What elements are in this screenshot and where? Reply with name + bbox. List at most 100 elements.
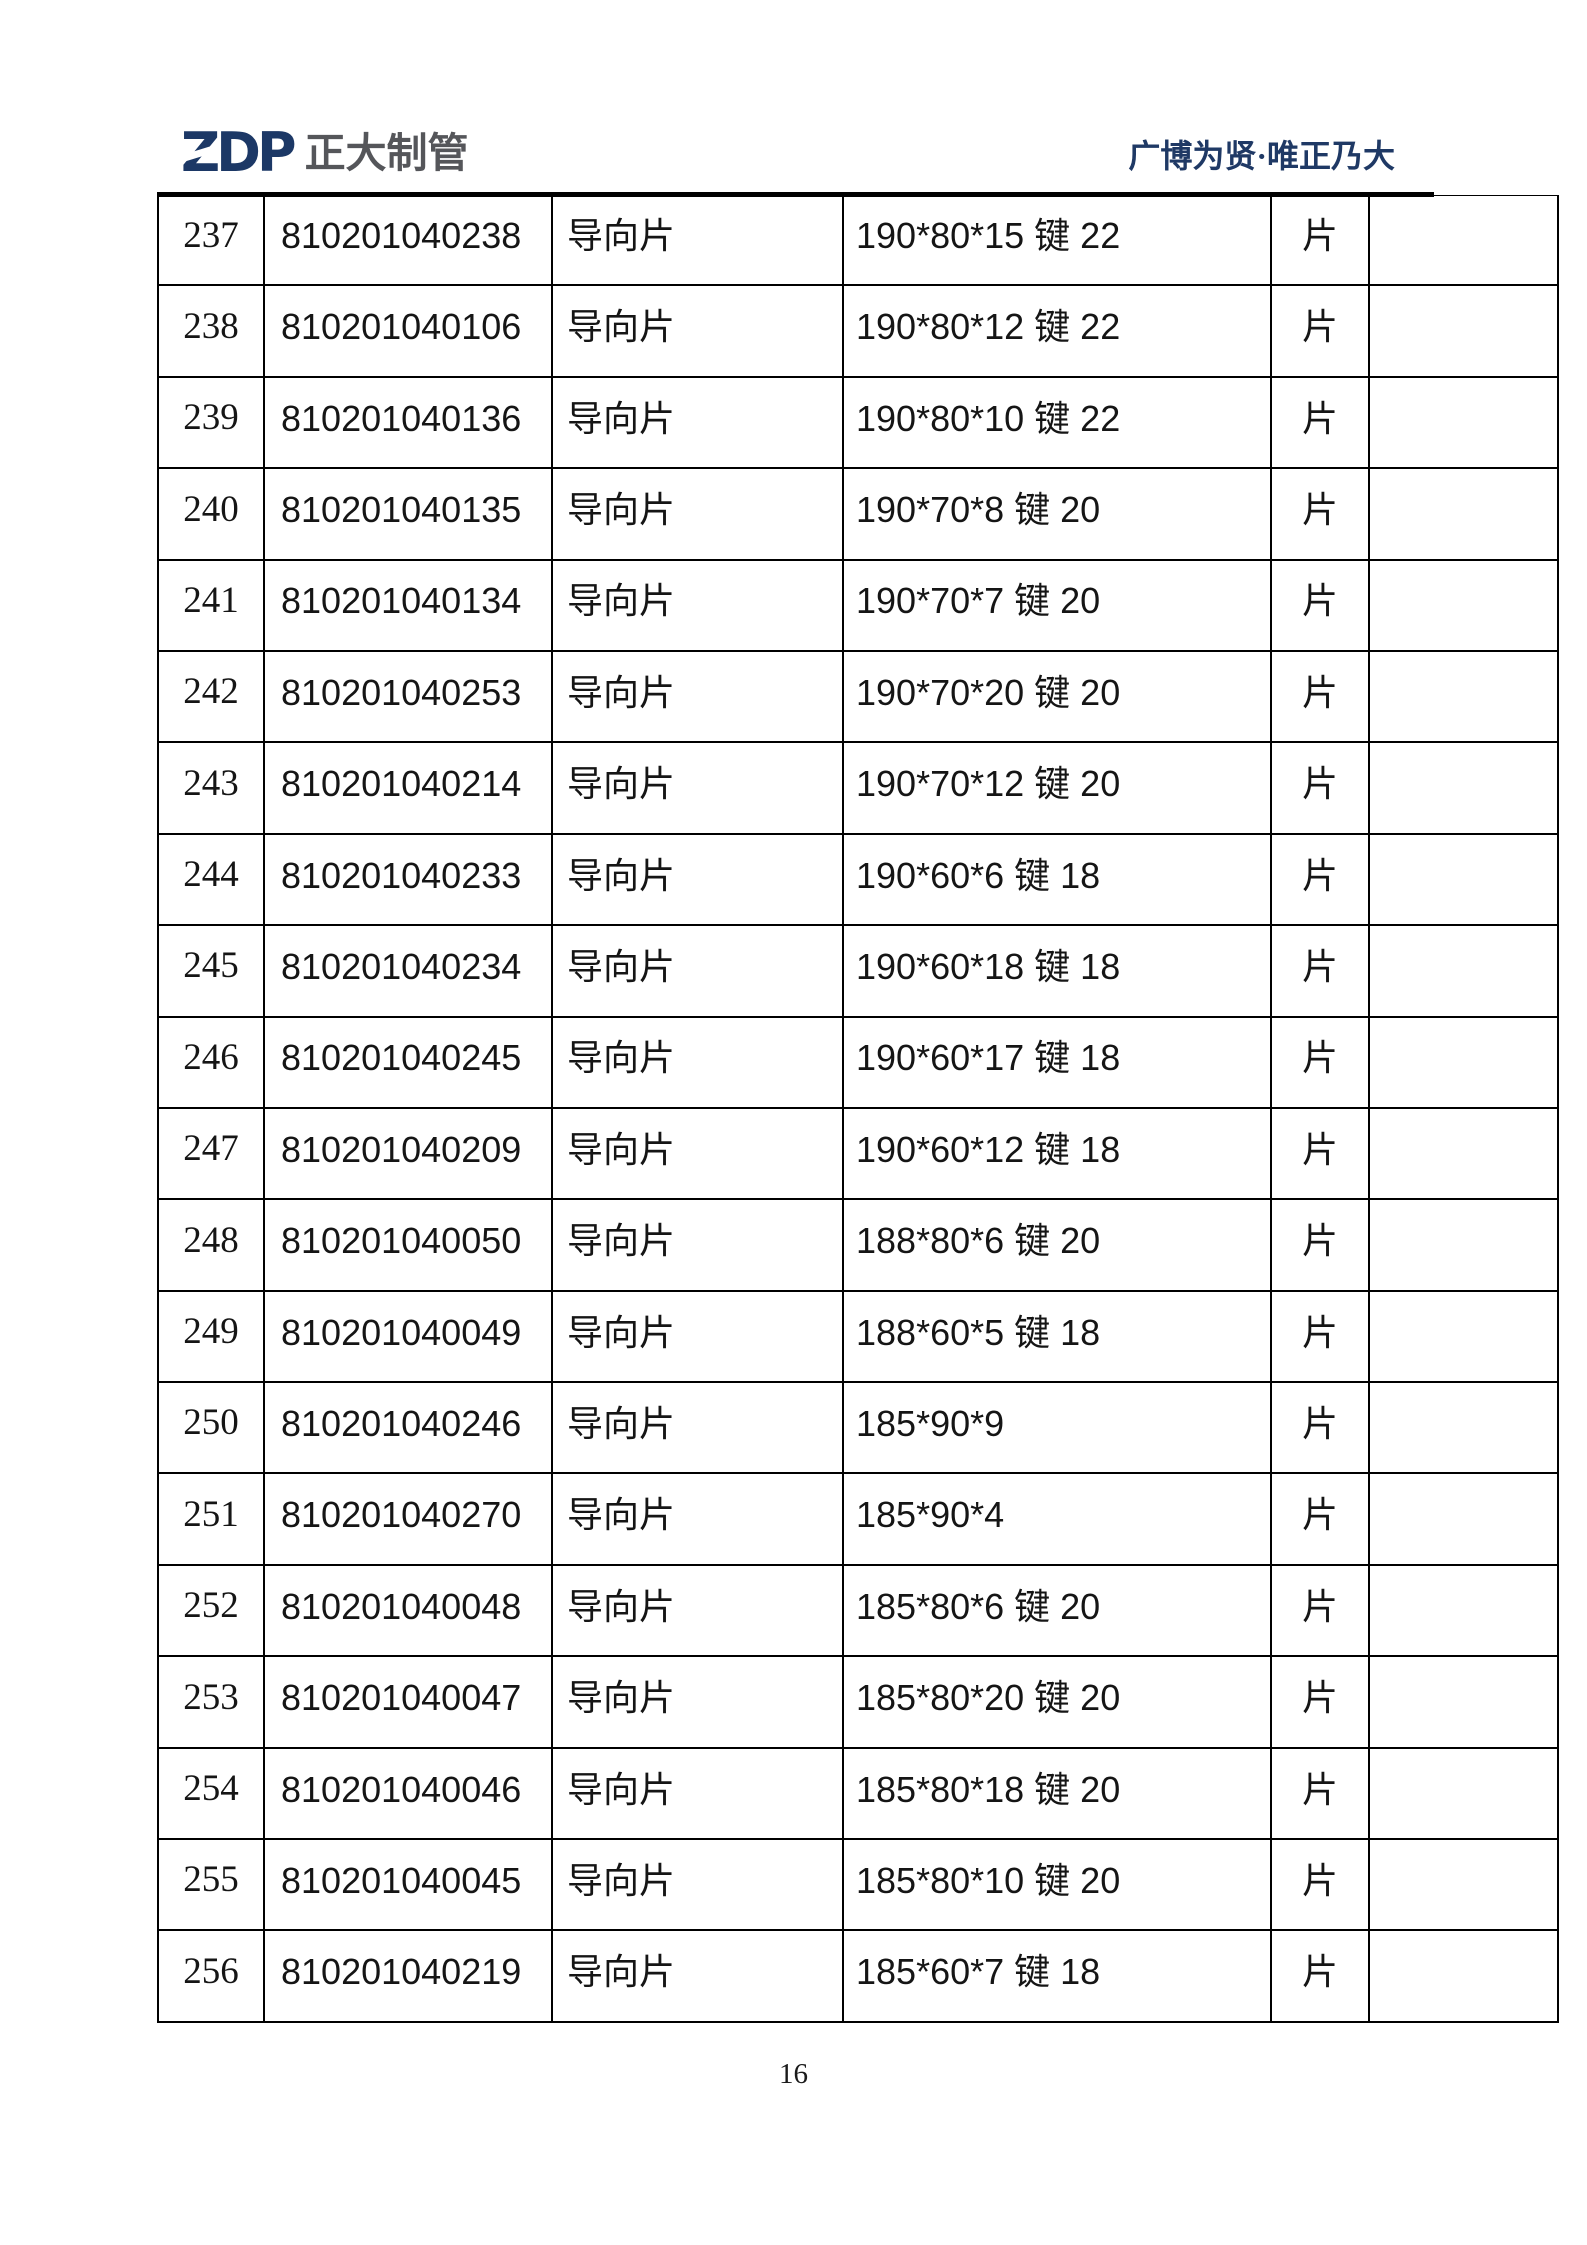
row-number-cell: 241: [159, 560, 265, 652]
product-code-cell: 810201040270: [265, 1474, 553, 1566]
logo-company-name: 正大制管: [304, 129, 469, 176]
row-number-cell: 253: [159, 1657, 265, 1749]
product-unit-cell: 片: [1272, 1748, 1370, 1841]
product-code-cell: 810201040135: [265, 469, 553, 561]
product-unit-cell: 片: [1272, 1383, 1370, 1475]
product-note-cell: [1370, 1291, 1559, 1384]
product-name-cell: 导向片: [553, 1291, 844, 1384]
product-unit-cell: 片: [1272, 377, 1370, 470]
product-code-cell: 810201040246: [265, 1383, 553, 1475]
row-number-cell: 242: [159, 651, 265, 744]
product-note-cell: [1370, 1748, 1559, 1841]
row-number-cell: 250: [159, 1383, 265, 1475]
product-note-cell: [1370, 1474, 1559, 1566]
product-code-cell: 810201040214: [265, 743, 553, 835]
product-spec-cell: 188*60*5 键 18: [844, 1291, 1272, 1384]
product-spec-cell: 185*80*18 键 20: [844, 1748, 1272, 1841]
product-note-cell: [1370, 195, 1559, 287]
product-name-cell: 导向片: [553, 1748, 844, 1841]
product-unit-cell: 片: [1272, 195, 1370, 287]
row-number-cell: 247: [159, 1108, 265, 1201]
product-unit-cell: 片: [1272, 1017, 1370, 1109]
page-footer: 16: [0, 2058, 1587, 2091]
product-note-cell: [1370, 651, 1559, 744]
product-name-cell: 导向片: [553, 1383, 844, 1475]
product-code-cell: 810201040245: [265, 1017, 553, 1109]
product-note-cell: [1370, 834, 1559, 927]
product-name-cell: 导向片: [553, 1565, 844, 1658]
product-note-cell: [1370, 377, 1559, 470]
row-number-cell: 256: [159, 1931, 265, 2023]
product-spec-cell: 185*80*20 键 20: [844, 1657, 1272, 1749]
product-note-cell: [1370, 1565, 1559, 1658]
product-unit-cell: 片: [1272, 1474, 1370, 1566]
product-name-cell: 导向片: [553, 1840, 844, 1932]
product-name-cell: 导向片: [553, 1474, 844, 1566]
product-spec-cell: 190*60*12 键 18: [844, 1108, 1272, 1201]
product-code-cell: 810201040209: [265, 1108, 553, 1201]
product-code-cell: 810201040253: [265, 651, 553, 744]
product-name-cell: 导向片: [553, 1657, 844, 1749]
product-spec-cell: 188*80*6 键 20: [844, 1200, 1272, 1292]
product-spec-cell: 190*80*10 键 22: [844, 377, 1272, 470]
product-unit-cell: 片: [1272, 1200, 1370, 1292]
product-name-cell: 导向片: [553, 469, 844, 561]
product-name-cell: 导向片: [553, 1931, 844, 2023]
product-note-cell: [1370, 926, 1559, 1018]
product-code-cell: 810201040219: [265, 1931, 553, 2023]
page-number: 16: [779, 2058, 808, 2090]
product-unit-cell: 片: [1272, 1565, 1370, 1658]
product-code-cell: 810201040047: [265, 1657, 553, 1749]
product-spec-cell: 190*70*12 键 20: [844, 743, 1272, 835]
row-number-cell: 254: [159, 1748, 265, 1841]
product-unit-cell: 片: [1272, 1108, 1370, 1201]
product-name-cell: 导向片: [553, 560, 844, 652]
row-number-cell: 255: [159, 1840, 265, 1932]
product-code-cell: 810201040134: [265, 560, 553, 652]
product-code-cell: 810201040045: [265, 1840, 553, 1932]
product-note-cell: [1370, 1108, 1559, 1201]
company-slogan: 广博为贤·唯正乃大: [1128, 138, 1395, 174]
product-name-cell: 导向片: [553, 1108, 844, 1201]
product-spec-cell: 190*80*15 键 22: [844, 195, 1272, 287]
header-rule: [157, 192, 1434, 197]
product-code-cell: 810201040049: [265, 1291, 553, 1384]
product-unit-cell: 片: [1272, 560, 1370, 652]
product-unit-cell: 片: [1272, 926, 1370, 1018]
product-spec-cell: 185*90*9: [844, 1383, 1272, 1475]
row-number-cell: 239: [159, 377, 265, 470]
product-code-cell: 810201040136: [265, 377, 553, 470]
product-name-cell: 导向片: [553, 195, 844, 287]
product-note-cell: [1370, 286, 1559, 378]
product-name-cell: 导向片: [553, 834, 844, 927]
product-table: 237 810201040238 导向片 190*80*15 键 22 片 23…: [157, 195, 1559, 2023]
product-code-cell: 810201040050: [265, 1200, 553, 1292]
product-note-cell: [1370, 743, 1559, 835]
product-code-cell: 810201040238: [265, 195, 553, 287]
product-name-cell: 导向片: [553, 1200, 844, 1292]
product-note-cell: [1370, 1017, 1559, 1109]
product-unit-cell: 片: [1272, 1931, 1370, 2023]
row-number-cell: 248: [159, 1200, 265, 1292]
row-number-cell: 249: [159, 1291, 265, 1384]
product-spec-cell: 190*60*6 键 18: [844, 834, 1272, 927]
product-spec-cell: 185*80*6 键 20: [844, 1565, 1272, 1658]
product-name-cell: 导向片: [553, 651, 844, 744]
product-spec-cell: 185*90*4: [844, 1474, 1272, 1566]
product-name-cell: 导向片: [553, 286, 844, 378]
product-name-cell: 导向片: [553, 377, 844, 470]
product-code-cell: 810201040234: [265, 926, 553, 1018]
row-number-cell: 243: [159, 743, 265, 835]
row-number-cell: 246: [159, 1017, 265, 1109]
product-note-cell: [1370, 1200, 1559, 1292]
product-unit-cell: 片: [1272, 834, 1370, 927]
product-unit-cell: 片: [1272, 1840, 1370, 1932]
row-number-cell: 245: [159, 926, 265, 1018]
product-spec-cell: 185*80*10 键 20: [844, 1840, 1272, 1932]
product-spec-cell: 190*80*12 键 22: [844, 286, 1272, 378]
product-spec-cell: 190*60*18 键 18: [844, 926, 1272, 1018]
product-name-cell: 导向片: [553, 1017, 844, 1109]
row-number-cell: 252: [159, 1565, 265, 1658]
product-code-cell: 810201040106: [265, 286, 553, 378]
